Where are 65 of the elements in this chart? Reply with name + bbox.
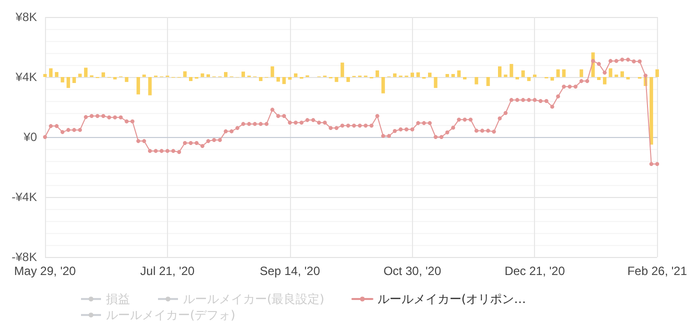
x-tick-label: Oct 30, '20 [383, 264, 442, 278]
bar [60, 77, 64, 82]
bar [393, 73, 397, 77]
bar [72, 77, 76, 83]
bar [602, 77, 606, 84]
bar [66, 77, 70, 88]
bar [451, 74, 455, 77]
bar [189, 77, 193, 82]
bar [428, 72, 432, 77]
bar [206, 74, 210, 77]
bar [521, 70, 525, 77]
bar [434, 77, 438, 88]
bar [282, 77, 286, 84]
bar [258, 77, 262, 82]
bar [276, 77, 280, 82]
bar [457, 70, 461, 77]
bar [416, 72, 420, 77]
x-tick-label: Dec 21, '20 [504, 264, 566, 278]
bar [78, 74, 82, 77]
x-tick-label: Sep 14, '20 [260, 264, 320, 278]
x-tick-label: May 29, '20 [14, 264, 76, 278]
bar [294, 73, 298, 77]
bar [136, 77, 140, 94]
x-tick-label: Feb 26, '21 [627, 264, 688, 278]
bar [346, 77, 350, 82]
bar [288, 77, 292, 80]
bar [84, 68, 88, 77]
bar [608, 68, 612, 77]
bar [527, 77, 531, 82]
bar [340, 62, 344, 77]
bar [49, 68, 53, 77]
bar [54, 72, 58, 77]
bar [597, 77, 601, 80]
bar [446, 74, 450, 77]
bar [381, 77, 385, 94]
bar [580, 69, 584, 77]
legend-label: ルールメイカー(オリポン… [377, 292, 526, 306]
bar [43, 74, 47, 77]
bar [410, 72, 414, 77]
bar [241, 72, 245, 77]
bar [556, 69, 560, 77]
bar [550, 77, 554, 81]
bar [510, 64, 514, 77]
bar [270, 66, 274, 77]
y-tick-label: -¥8K [12, 250, 37, 264]
y-tick-label: ¥8K [14, 10, 37, 24]
bar [102, 72, 106, 77]
bar [620, 71, 624, 77]
bar [474, 77, 478, 84]
bar [498, 66, 502, 77]
bar [200, 73, 204, 77]
y-tick-label: ¥0 [22, 130, 38, 144]
bar [183, 71, 187, 77]
y-tick-label: -¥4K [12, 190, 37, 204]
bar [124, 77, 128, 82]
bar [224, 72, 228, 77]
bar [148, 77, 152, 96]
y-tick-label: ¥4K [14, 70, 37, 84]
bar [334, 77, 338, 82]
bar [650, 77, 654, 145]
bar [376, 70, 380, 77]
bar [562, 69, 566, 77]
bar [655, 69, 659, 77]
bar [486, 77, 490, 86]
x-tick-label: Jul 21, '20 [140, 264, 195, 278]
